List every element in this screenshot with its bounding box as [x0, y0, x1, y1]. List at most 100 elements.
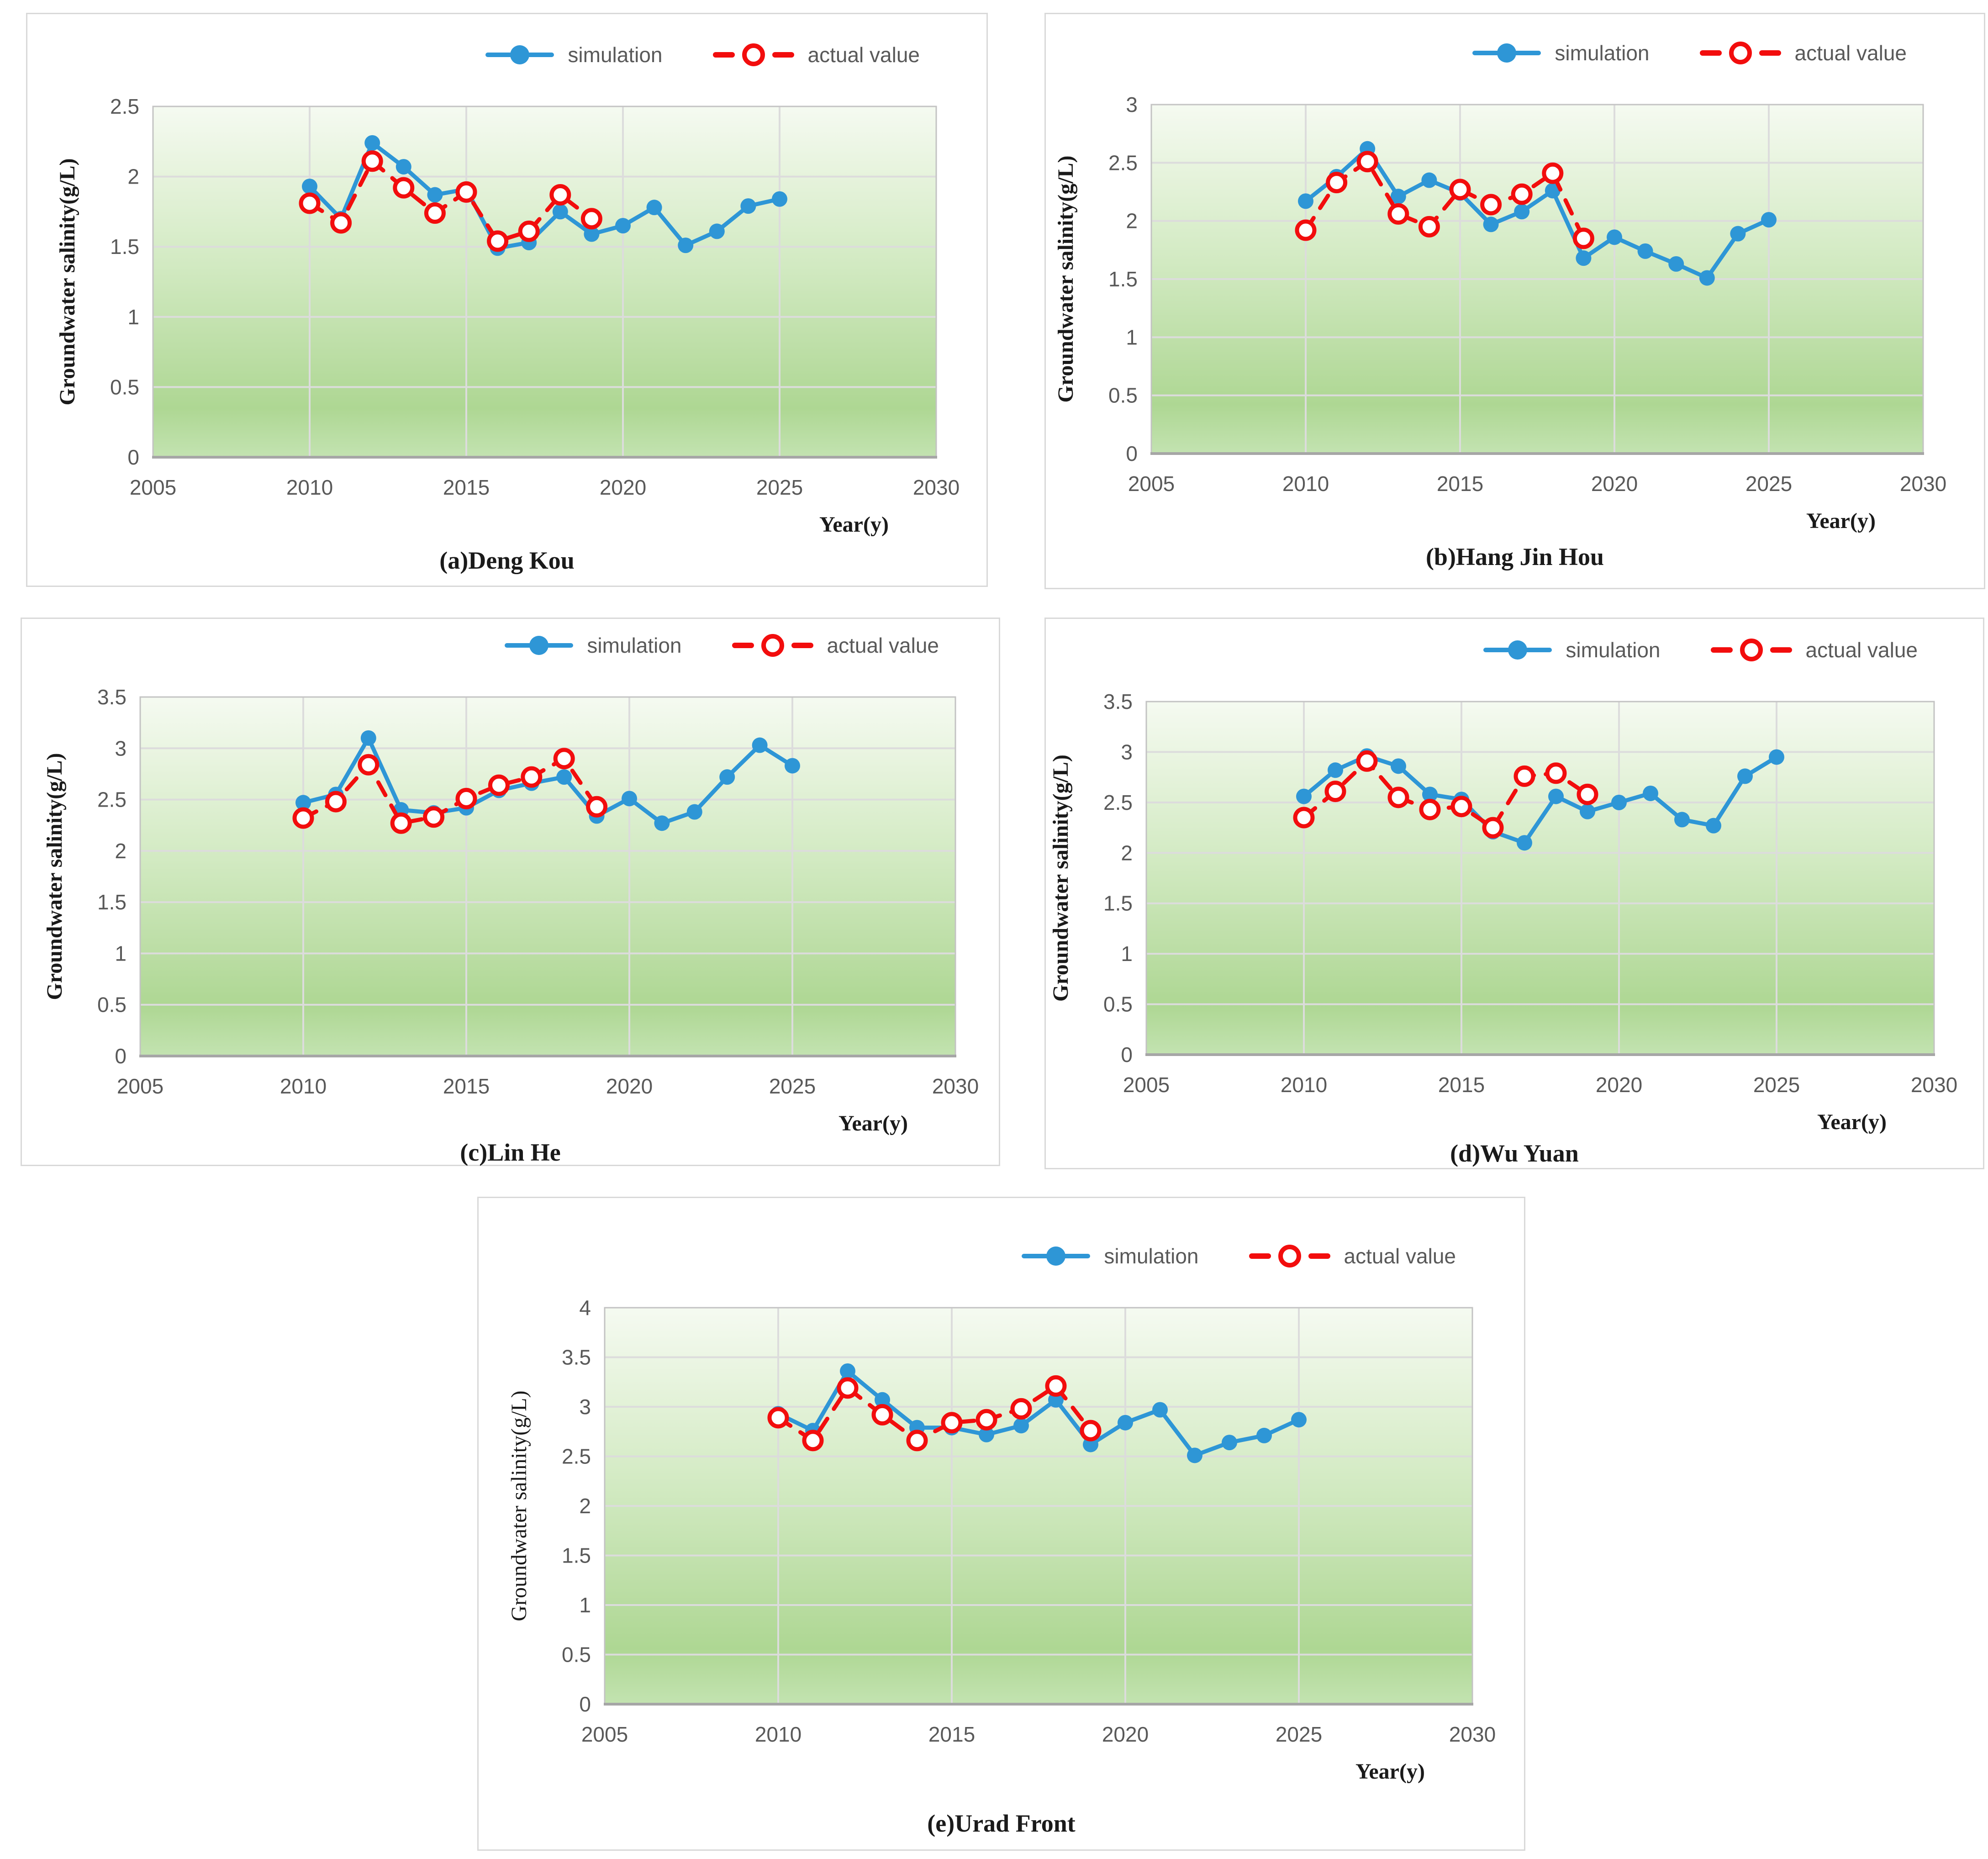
legend-item-simulation: simulation	[1472, 41, 1650, 65]
chart-caption: (d)Wu Yuan	[1450, 1140, 1579, 1167]
legend-label-simulation: simulation	[568, 43, 663, 67]
svg-text:1.5: 1.5	[97, 890, 127, 914]
chart-panel-wu-yuan: 2005 2010 2015 2020 2025 2030 0 0.5 1 1.5 2 2.5 3 3.5…	[1044, 618, 1984, 1169]
legend-label-actual-value: actual value	[1805, 638, 1918, 662]
svg-text:1: 1	[1126, 325, 1138, 349]
svg-text:2030: 2030	[932, 1074, 979, 1098]
chart-panel-deng-kou: 2005 2010 2015 2020 2025 2030 0 0.5 1 1.5 2 2.5 sim…	[26, 13, 988, 587]
simulation-line-marker-icon	[1022, 1246, 1091, 1266]
chart-plot-urad-front: 2005 2010 2015 2020 2025 2030 0 0.5 1 1.5 2 2.5 3 3.5…	[562, 1296, 1496, 1746]
svg-text:2015: 2015	[1438, 1073, 1485, 1097]
svg-text:2005: 2005	[117, 1074, 163, 1098]
svg-text:2030: 2030	[1449, 1722, 1496, 1746]
chart-legend: simulation actual value	[1472, 41, 1907, 65]
svg-text:0.5: 0.5	[1103, 993, 1133, 1016]
x-axis-title: Year(y)	[1806, 509, 1876, 533]
chart-panel-lin-he: 2005 2010 2015 2020 2025 2030 0 0.5 1 1.5 2 2.5 3 3.5…	[21, 618, 1000, 1166]
legend-label-actual-value: actual value	[1794, 41, 1907, 65]
actual-value-marker-icon	[712, 43, 794, 66]
simulation-line-marker-icon	[485, 45, 554, 64]
svg-text:2: 2	[1126, 209, 1138, 233]
svg-text:2: 2	[1121, 841, 1133, 865]
actual-value-marker-icon	[1699, 42, 1781, 64]
y-axis-title: Groundwater salinity(g/L)	[507, 1390, 531, 1621]
svg-text:2025: 2025	[1753, 1073, 1800, 1097]
svg-text:1.5: 1.5	[110, 235, 139, 259]
svg-text:1.5: 1.5	[1103, 892, 1133, 915]
chart-caption: (c)Lin He	[460, 1139, 561, 1166]
svg-text:1.5: 1.5	[562, 1544, 591, 1568]
svg-text:2015: 2015	[928, 1722, 975, 1746]
svg-text:2025: 2025	[769, 1074, 816, 1098]
legend-item-actual-value: actual value	[1249, 1244, 1456, 1268]
x-axis-title: Year(y)	[1355, 1759, 1425, 1784]
simulation-line-marker-icon	[1483, 640, 1552, 660]
svg-text:3: 3	[579, 1395, 591, 1419]
svg-text:3: 3	[115, 736, 127, 760]
legend-item-simulation: simulation	[485, 42, 663, 67]
svg-text:0.5: 0.5	[562, 1643, 591, 1667]
svg-text:0.5: 0.5	[97, 993, 127, 1017]
x-axis-title: Year(y)	[1817, 1110, 1887, 1134]
legend-label-simulation: simulation	[1104, 1244, 1199, 1268]
svg-text:0.5: 0.5	[1108, 384, 1138, 407]
svg-text:2005: 2005	[581, 1722, 628, 1746]
chart-plot-hang-jin-hou: 2005 2010 2015 2020 2025 2030 0 0.5 1 1.5 2 2.5 3	[1108, 93, 1946, 496]
svg-text:2.5: 2.5	[1103, 791, 1133, 814]
chart-legend: simulation actual value	[505, 633, 939, 658]
legend-item-actual-value: actual value	[1699, 41, 1907, 65]
svg-text:2020: 2020	[606, 1074, 653, 1098]
svg-text:2010: 2010	[286, 475, 333, 499]
svg-text:2: 2	[127, 165, 139, 189]
svg-text:2010: 2010	[1282, 472, 1329, 496]
y-axis-title: Groundwater salinity(g/L)	[42, 753, 67, 1000]
svg-text:3.5: 3.5	[1103, 690, 1133, 713]
chart-caption: (a)Deng Kou	[439, 547, 575, 574]
chart-plot-deng-kou: 2005 2010 2015 2020 2025 2030 0 0.5 1 1.5 2 2.5	[110, 95, 960, 499]
actual-value-marker-icon	[1249, 1245, 1330, 1268]
svg-text:2020: 2020	[1102, 1722, 1149, 1746]
svg-text:2020: 2020	[600, 475, 646, 499]
chart-legend: simulation actual value	[485, 42, 920, 67]
legend-item-actual-value: actual value	[1710, 638, 1918, 662]
svg-text:2: 2	[579, 1494, 591, 1518]
svg-text:3.5: 3.5	[97, 685, 127, 709]
svg-text:2015: 2015	[1437, 472, 1483, 496]
svg-text:2025: 2025	[1276, 1722, 1322, 1746]
svg-text:2015: 2015	[443, 475, 490, 499]
svg-text:1: 1	[579, 1593, 591, 1617]
y-axis-title: Groundwater salinity(g/L)	[55, 158, 79, 406]
svg-text:2030: 2030	[913, 475, 960, 499]
legend-label-actual-value: actual value	[1344, 1244, 1456, 1268]
svg-text:4: 4	[579, 1296, 591, 1320]
svg-text:2.5: 2.5	[97, 788, 127, 812]
svg-text:2025: 2025	[756, 475, 803, 499]
legend-item-actual-value: actual value	[732, 633, 939, 658]
actual-value-marker-icon	[732, 634, 813, 657]
legend-item-actual-value: actual value	[712, 42, 920, 67]
legend-label-actual-value: actual value	[827, 634, 939, 657]
svg-text:2.5: 2.5	[110, 95, 139, 118]
svg-text:1: 1	[127, 305, 139, 329]
legend-label-simulation: simulation	[1555, 41, 1650, 65]
x-axis-title: Year(y)	[819, 512, 889, 537]
svg-text:3.5: 3.5	[562, 1346, 591, 1369]
chart-panel-hang-jin-hou: 2005 2010 2015 2020 2025 2030 0 0.5 1 1.5 2 2.5 3 si…	[1044, 13, 1985, 589]
svg-text:2005: 2005	[1123, 1073, 1170, 1097]
chart-caption: (b)Hang Jin Hou	[1425, 543, 1604, 570]
svg-text:2020: 2020	[1591, 472, 1638, 496]
svg-text:0: 0	[579, 1692, 591, 1716]
svg-text:0: 0	[1121, 1043, 1133, 1067]
svg-text:0.5: 0.5	[110, 375, 139, 399]
svg-text:1.5: 1.5	[1108, 267, 1138, 291]
svg-text:1: 1	[115, 941, 127, 965]
svg-text:2: 2	[115, 839, 127, 863]
svg-text:0: 0	[1126, 442, 1138, 465]
chart-legend: simulation actual value	[1022, 1244, 1456, 1268]
svg-text:0: 0	[127, 445, 139, 469]
legend-label-simulation: simulation	[587, 634, 682, 657]
svg-text:2030: 2030	[1900, 472, 1946, 496]
svg-text:3: 3	[1126, 93, 1138, 116]
svg-text:0: 0	[115, 1044, 127, 1068]
